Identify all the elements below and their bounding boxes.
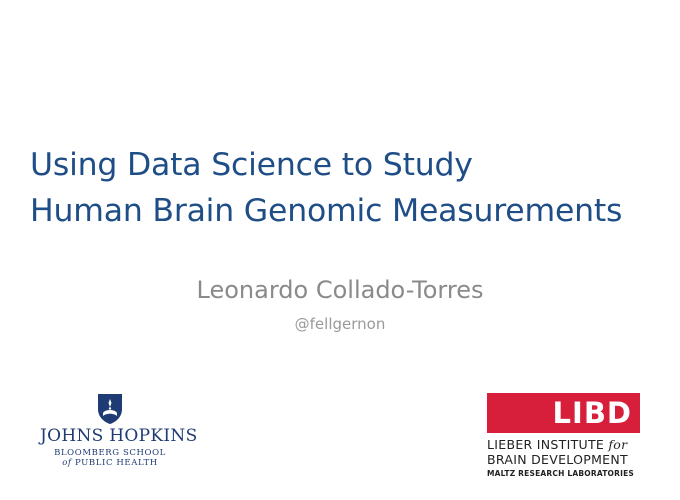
- slide-title-line-2: Human Brain Genomic Measurements: [30, 193, 623, 229]
- jhu-school-rest: PUBLIC HEALTH: [75, 458, 158, 468]
- libd-line-1: LIEBER INSTITUTE for: [487, 437, 647, 452]
- libd-line-1-main: LIEBER INSTITUTE: [487, 437, 605, 452]
- author-handle: @fellgernon: [294, 315, 386, 333]
- jhu-logo: JOHNS HOPKINS BLOOMBERG SCHOOL of PUBLIC…: [40, 393, 198, 468]
- jhu-school-line-1: BLOOMBERG SCHOOL: [54, 448, 166, 458]
- libd-line-3: MALTZ RESEARCH LABORATORIES: [487, 469, 635, 478]
- libd-red-box: LIBD: [487, 393, 640, 433]
- author-name: Leonardo Collado-Torres: [196, 276, 484, 304]
- libd-mark: LIBD: [552, 396, 632, 430]
- libd-line-1-for: for: [608, 437, 628, 452]
- slide-title-line-1: Using Data Science to Study: [30, 147, 473, 183]
- jhu-school-line-2: of PUBLIC HEALTH: [40, 458, 180, 468]
- jhu-of: of: [62, 458, 72, 468]
- libd-line-2: BRAIN DEVELOPMENT: [487, 452, 628, 467]
- jhu-name: JOHNS HOPKINS: [40, 426, 198, 446]
- slide-title: Using Data Science to Study Human Brain …: [30, 142, 670, 234]
- shield-icon: [98, 394, 122, 424]
- libd-logo: LIBD LIEBER INSTITUTE for BRAIN DEVELOPM…: [487, 393, 647, 478]
